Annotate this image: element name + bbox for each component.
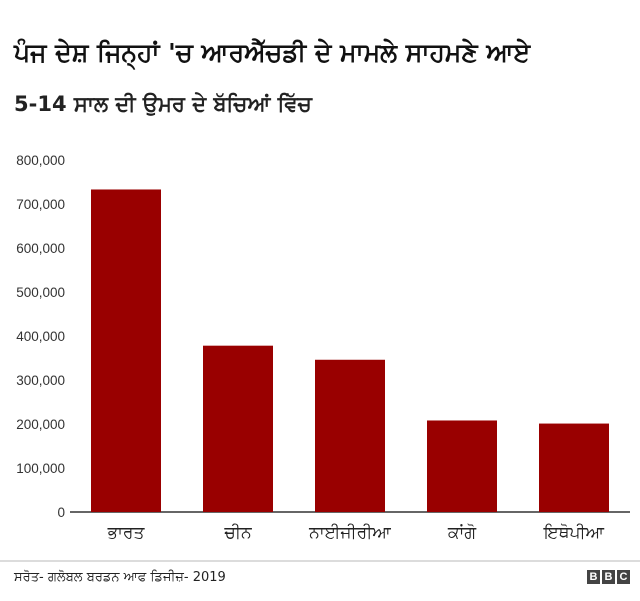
- bar: [315, 359, 385, 512]
- footer: ਸਰੋਤ- ਗਲੋਬਲ ਬਰਡਨ ਆਫ ਡਿਜੀਜ਼- 2019 B B C: [0, 560, 640, 601]
- bar: [427, 420, 497, 512]
- x-tick-label: ਭਾਰਤ: [107, 523, 146, 543]
- bar-chart: 0 100,000 200,000 300,000 400,000 500,000 600,…: [16, 153, 630, 543]
- y-axis: 0 100,000 200,000 300,000 400,000 500,000 600,…: [16, 153, 65, 520]
- y-tick-label: 300,000: [16, 373, 65, 388]
- logo-letter: B: [587, 570, 600, 584]
- y-tick-label: 0: [57, 505, 65, 520]
- x-tick-label: ਚੀਨ: [223, 523, 252, 543]
- y-tick-label: 100,000: [16, 461, 65, 476]
- bars: [91, 189, 609, 513]
- bar: [539, 423, 609, 512]
- y-tick-label: 400,000: [16, 329, 65, 344]
- logo-letter: C: [617, 570, 630, 584]
- bbc-logo: B B C: [587, 570, 630, 584]
- logo-letter: B: [602, 570, 615, 584]
- bar: [203, 345, 273, 512]
- bar: [91, 189, 161, 513]
- y-tick-label: 600,000: [16, 241, 65, 256]
- x-tick-label: ਕਾਂਗੋ: [447, 523, 477, 543]
- y-tick-label: 800,000: [16, 153, 65, 168]
- chart-title: ਪੰਜ ਦੇਸ਼ ਜਿਨ੍ਹਾਂ 'ਚ ਆਰਐੱਚਡੀ ਦੇ ਮਾਮਲੇ ਸਾਹ…: [14, 38, 531, 67]
- x-tick-label: ਨਾਈਜੀਰੀਆ: [308, 523, 391, 543]
- x-tick-label: ਇਥੋਪੀਆ: [543, 523, 605, 543]
- chart-subtitle: 5-14 ਸਾਲ ਦੀ ਉਮਰ ਦੇ ਬੱਚਿਆਂ ਵਿੱਚ: [14, 92, 312, 116]
- x-axis: ਭਾਰਤ ਚੀਨ ਨਾਈਜੀਰੀਆ ਕਾਂਗੋ ਇਥੋਪੀਆ: [107, 523, 605, 543]
- y-tick-label: 700,000: [16, 197, 65, 212]
- source-note: ਸਰੋਤ- ਗਲੋਬਲ ਬਰਡਨ ਆਫ ਡਿਜੀਜ਼- 2019: [14, 570, 226, 585]
- y-tick-label: 200,000: [16, 417, 65, 432]
- y-tick-label: 500,000: [16, 285, 65, 300]
